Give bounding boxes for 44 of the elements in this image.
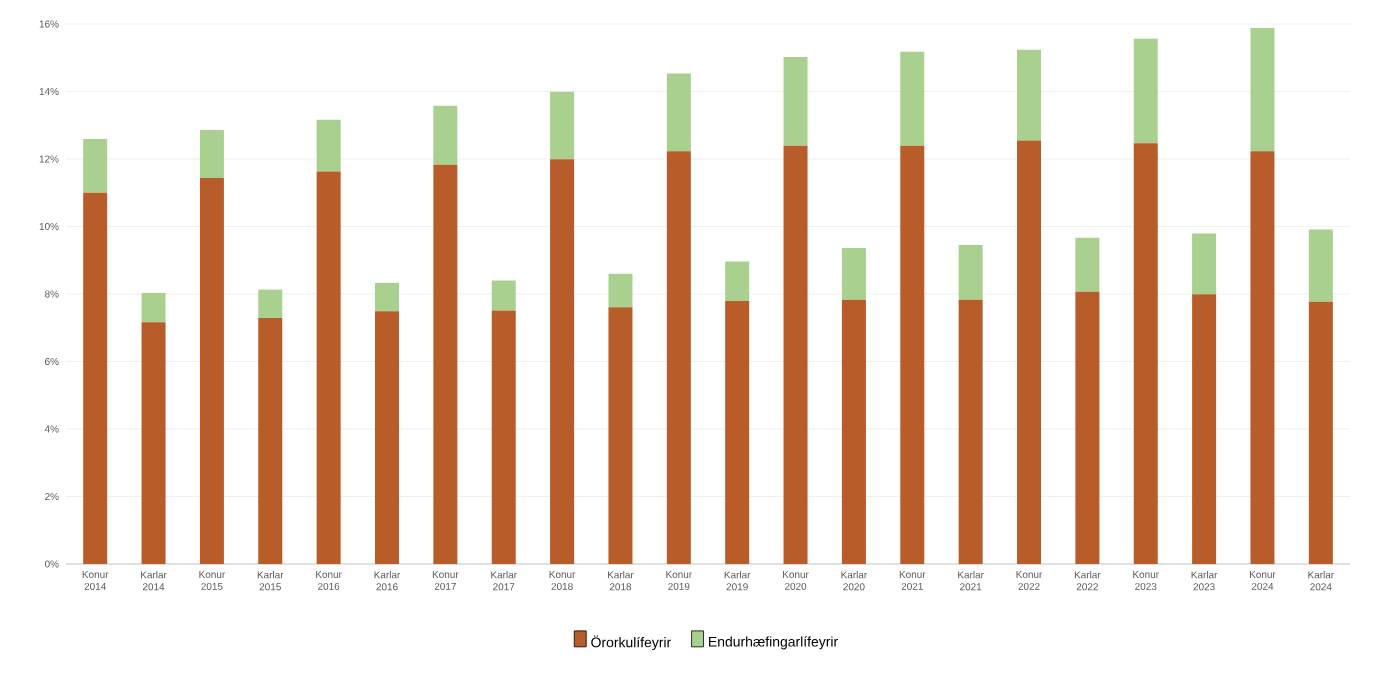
bar bbox=[725, 261, 750, 302]
bar bbox=[1075, 291, 1100, 564]
bar bbox=[550, 91, 575, 160]
bar bbox=[1133, 143, 1158, 564]
bar bbox=[491, 280, 516, 311]
bar bbox=[83, 139, 108, 193]
bar bbox=[199, 129, 224, 178]
bar bbox=[199, 177, 224, 564]
bar bbox=[433, 105, 458, 165]
bar bbox=[141, 292, 166, 323]
bar bbox=[83, 192, 108, 564]
bar bbox=[258, 317, 283, 564]
bar bbox=[900, 51, 925, 146]
bar bbox=[841, 248, 866, 300]
bar bbox=[608, 273, 633, 308]
bar bbox=[1075, 237, 1100, 292]
bar bbox=[1192, 233, 1217, 295]
bar bbox=[1250, 28, 1275, 152]
bar bbox=[1017, 49, 1042, 141]
bar bbox=[841, 299, 866, 564]
bar bbox=[141, 322, 166, 564]
bar bbox=[550, 159, 575, 564]
bar bbox=[1250, 151, 1275, 564]
bar bbox=[258, 289, 283, 318]
bar bbox=[1017, 140, 1042, 564]
bar bbox=[491, 310, 516, 564]
bar bbox=[783, 145, 808, 564]
bar bbox=[375, 311, 400, 564]
bar bbox=[1192, 294, 1217, 564]
bar bbox=[1308, 301, 1333, 564]
bar bbox=[958, 245, 983, 300]
bar bbox=[1308, 229, 1333, 302]
bar bbox=[316, 119, 341, 172]
bar bbox=[725, 301, 750, 564]
bar bbox=[666, 73, 691, 152]
bar bbox=[900, 145, 925, 564]
bar bbox=[375, 282, 400, 312]
bar bbox=[608, 307, 633, 564]
bar bbox=[433, 164, 458, 564]
bar bbox=[1133, 38, 1158, 144]
bar bbox=[666, 151, 691, 564]
bar bbox=[316, 171, 341, 564]
bar bbox=[958, 299, 983, 564]
bar bbox=[783, 57, 808, 146]
